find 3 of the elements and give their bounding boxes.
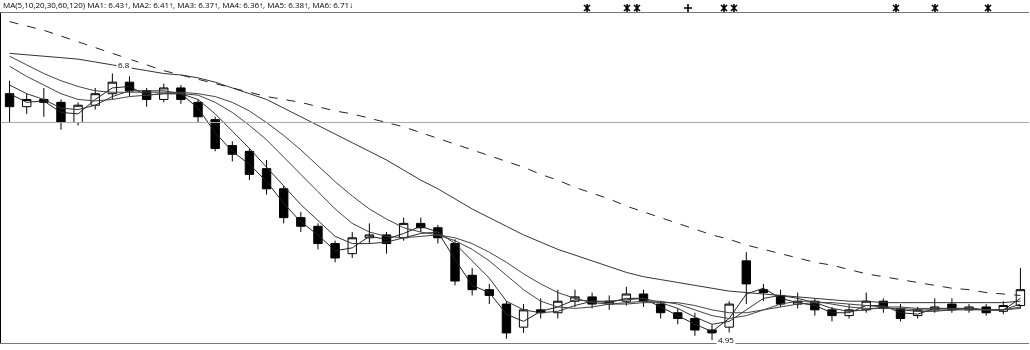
chart-title: MA(5,10,20,30,60,120) MA1: 6.43↑, MA2: 6.41↑, MA3: 6.37↑, MA4: 6.36↑, MA5: 6.38↑, MA6: 6.71↓ bbox=[3, 0, 354, 10]
annotation: 6.8 bbox=[118, 59, 130, 70]
annotation: 4.95 bbox=[718, 334, 735, 345]
